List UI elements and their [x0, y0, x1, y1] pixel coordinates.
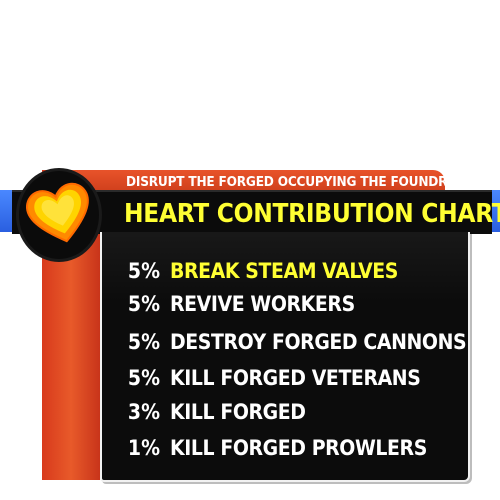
contribution-row: 5% BREAK STEAM VALVES	[100, 255, 470, 287]
contribution-label: KILL FORGED	[170, 400, 306, 424]
contribution-row: 5% REVIVE WORKERS	[100, 288, 470, 320]
contribution-percent: 5%	[127, 330, 160, 354]
contribution-label: KILL FORGED VETERANS	[170, 366, 421, 390]
contribution-label: DESTROY FORGED CANNONS	[170, 330, 467, 354]
contribution-percent: 5%	[127, 292, 160, 316]
heart-icon	[26, 182, 89, 243]
subtitle-ribbon	[78, 170, 445, 192]
contribution-label: BREAK STEAM VALVES	[170, 259, 399, 283]
rows-panel	[100, 232, 470, 482]
contribution-row: 3% KILL FORGED	[100, 396, 470, 428]
rows-panel-gloss	[100, 232, 470, 302]
contribution-row: 5% KILL FORGED VETERANS	[100, 362, 470, 394]
chart-title: HEART CONTRIBUTION CHART	[124, 199, 500, 229]
contribution-row: 5% DESTROY FORGED CANNONS	[100, 326, 470, 358]
contribution-percent: 3%	[127, 400, 160, 424]
chart-subtitle: DISRUPT THE FORGED OCCUPYING THE FOUNDRY	[126, 174, 456, 190]
contribution-label: KILL FORGED PROWLERS	[170, 436, 427, 460]
contribution-percent: 5%	[127, 259, 160, 283]
contribution-label: REVIVE WORKERS	[170, 292, 355, 316]
contribution-row: 1% KILL FORGED PROWLERS	[100, 432, 470, 464]
contribution-percent: 5%	[127, 366, 160, 390]
contribution-percent: 1%	[127, 436, 160, 460]
